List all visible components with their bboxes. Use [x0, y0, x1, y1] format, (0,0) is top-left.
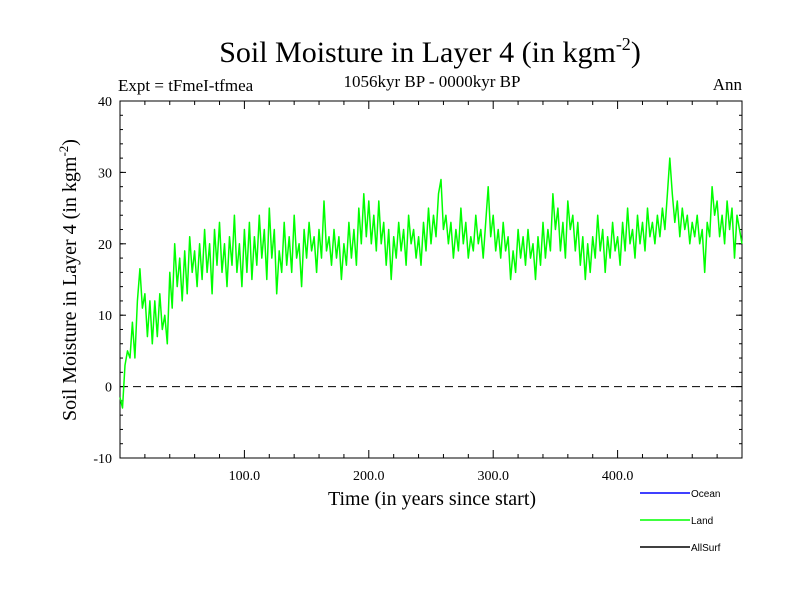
- chart-title-text: Soil Moisture in Layer 4 (in kgm: [219, 36, 616, 69]
- y-tick-label: -10: [93, 452, 112, 467]
- x-tick-label: 400.0: [602, 469, 634, 484]
- y-axis-label-text: Soil Moisture in Layer 4 (in kgm: [59, 156, 81, 421]
- season-label: Ann: [713, 75, 743, 94]
- x-tick-label: 100.0: [229, 469, 261, 484]
- chart-title-close: ): [631, 36, 641, 69]
- x-axis-label: Time (in years since start): [328, 488, 536, 510]
- y-axis-ticks: -10 0 10 20 30 40: [93, 95, 742, 467]
- series-group: [119, 157, 743, 409]
- x-axis-ticks: 100.0 200.0 300.0 400.0: [144, 101, 718, 484]
- y-axis-label: Soil Moisture in Layer 4 (in kgm-2): [56, 139, 81, 421]
- x-tick-label: 300.0: [477, 469, 509, 484]
- chart-title: Soil Moisture in Layer 4 (in kgm-2): [219, 34, 641, 69]
- legend-label-land: Land: [691, 516, 713, 527]
- legend: Ocean Land AllSurf: [640, 489, 721, 554]
- y-tick-label: 10: [98, 309, 112, 324]
- y-tick-label: 20: [98, 238, 112, 253]
- chart-subtitle: 1056kyr BP - 0000kyr BP: [344, 72, 521, 91]
- expt-label: Expt = tFmeI-tfmea: [118, 76, 254, 95]
- y-tick-label: 0: [105, 381, 112, 396]
- series-line-land: [119, 157, 743, 409]
- y-tick-label: 40: [98, 95, 112, 110]
- y-axis-label-superscript: -2: [56, 146, 71, 157]
- legend-label-ocean: Ocean: [691, 489, 720, 500]
- plot-frame: [119, 100, 743, 459]
- legend-label-allsurf: AllSurf: [691, 543, 721, 554]
- y-tick-label: 30: [98, 166, 112, 181]
- x-tick-label: 200.0: [353, 469, 385, 484]
- chart-title-superscript: -2: [616, 34, 631, 54]
- y-axis-label-close: ): [59, 139, 81, 146]
